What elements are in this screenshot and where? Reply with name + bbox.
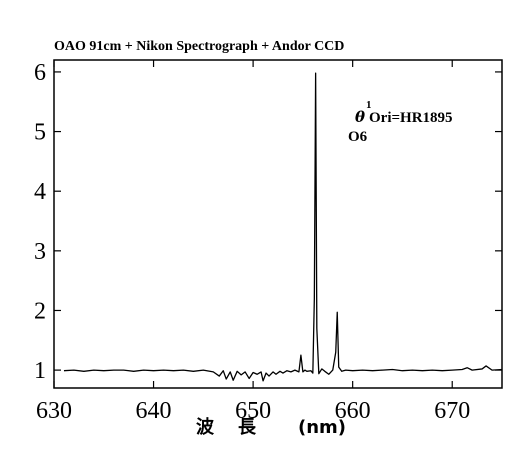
y-tick-label: 2	[34, 298, 46, 324]
x-axis-label: 波 長 (nm)	[196, 416, 346, 438]
spectrum-line	[63, 72, 503, 382]
x-tick-label: 670	[434, 398, 470, 424]
annotation-superscript: 1	[366, 99, 372, 111]
x-axis-label-unit: (nm)	[298, 417, 346, 438]
y-tick-label: 3	[34, 239, 46, 265]
annotation-greek-letter: θ	[355, 108, 365, 126]
y-axis: 1 2 3 4 5 6	[34, 60, 502, 384]
annotation-star-name: Ori=HR1895	[369, 110, 453, 126]
x-axis-label-part-1: 波	[196, 416, 215, 438]
x-axis-label-part-2: 長	[238, 417, 257, 438]
x-tick-label: 640	[136, 398, 172, 424]
y-tick-label: 6	[34, 60, 46, 86]
x-tick-label: 630	[36, 398, 72, 424]
x-tick-label: 650	[235, 398, 271, 424]
plot-frame	[53, 59, 503, 389]
y-tick-label: 4	[34, 179, 46, 205]
star-annotation: 1 θ Ori=HR1895 O6	[348, 99, 453, 145]
x-axis: 630 640 650 660 670	[36, 60, 470, 424]
x-tick-label: 660	[335, 398, 371, 424]
y-tick-label: 5	[34, 120, 46, 146]
chart-title: OAO 91cm + Nikon Spectrograph + Andor CC…	[54, 39, 344, 54]
y-tick-label: 1	[34, 358, 46, 384]
annotation-spectral-type: O6	[348, 129, 368, 145]
